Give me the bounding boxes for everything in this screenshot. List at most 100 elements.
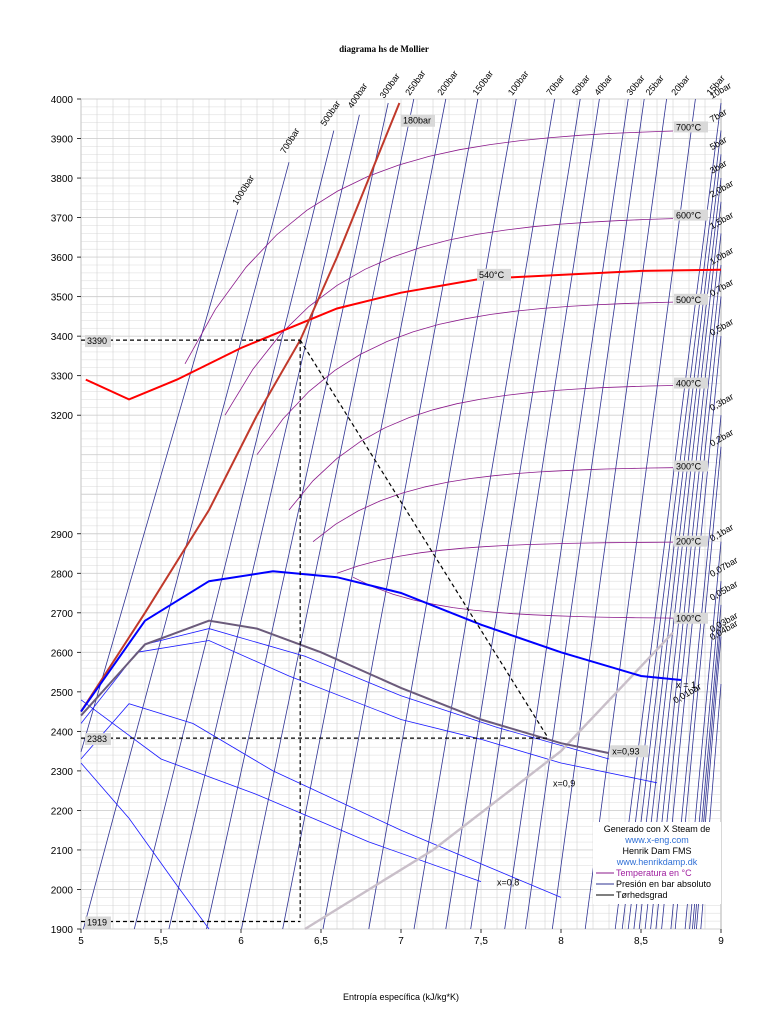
isotherm-label-box bbox=[674, 293, 708, 305]
isotherm-label-box bbox=[674, 121, 708, 133]
grid bbox=[80, 98, 722, 930]
isobar-label: 70bar bbox=[544, 73, 566, 97]
isobar-line bbox=[241, 98, 415, 930]
series-line bbox=[299, 339, 549, 739]
y-tick-label: 2700 bbox=[51, 609, 74, 620]
isotherm-label: 300°C bbox=[676, 462, 702, 472]
y-tick-label: 2100 bbox=[51, 846, 74, 857]
isobar-label: 40bar bbox=[592, 73, 614, 97]
x-tick-label: 9 bbox=[718, 936, 724, 947]
state-label-box bbox=[401, 114, 435, 127]
isotherm-line bbox=[288, 385, 674, 511]
isobar-label: 20bar bbox=[669, 73, 691, 97]
x-tick-label: 7 bbox=[398, 936, 404, 947]
x-tick-label: 6 bbox=[238, 936, 244, 947]
x-tick-label: 5,5 bbox=[154, 936, 168, 947]
series-line bbox=[80, 102, 401, 713]
isotherm-label: 200°C bbox=[676, 537, 702, 547]
quality-line bbox=[80, 762, 210, 930]
isobar-label: 50bar bbox=[570, 73, 592, 97]
isotherm-line bbox=[256, 301, 674, 455]
y-tick-label: 2600 bbox=[51, 648, 74, 659]
isotherm-label-box bbox=[674, 460, 708, 472]
y-tick-label: 1900 bbox=[51, 925, 74, 936]
isobar-line bbox=[322, 98, 479, 930]
y-tick-label: 3700 bbox=[51, 214, 74, 225]
isobar-0-01-highlight bbox=[304, 631, 674, 931]
quality-line bbox=[80, 640, 658, 784]
series-line bbox=[85, 268, 722, 401]
x-tick-label: 7,5 bbox=[474, 936, 488, 947]
h-mark-box bbox=[85, 916, 111, 929]
highlighted-series bbox=[80, 102, 722, 923]
isotherm-line bbox=[352, 576, 674, 619]
isotherm-lines bbox=[184, 130, 674, 619]
x-axis-label: Entropía específica (kJ/kg*K) bbox=[343, 992, 459, 1002]
h-mark-box bbox=[85, 733, 111, 746]
isobar-label: 150bar bbox=[471, 69, 496, 98]
legend-entry: Henrik Dam FMS bbox=[622, 846, 691, 856]
x-tick-label: 6,5 bbox=[314, 936, 328, 947]
isotherm-label-box bbox=[674, 612, 708, 624]
isobar-line bbox=[470, 98, 600, 930]
state-label-box bbox=[477, 268, 511, 281]
h-mark-label: 1919 bbox=[87, 917, 107, 927]
y-tick-label: 3900 bbox=[51, 135, 74, 146]
isobar-line bbox=[168, 114, 360, 930]
legend-entry: www.henrikdamp.dk bbox=[616, 857, 698, 867]
isotherm-line bbox=[224, 218, 674, 416]
y-tick-label: 3500 bbox=[51, 293, 74, 304]
h-mark-box bbox=[85, 335, 111, 348]
isobar-line bbox=[584, 98, 696, 930]
isobar-label: 30bar bbox=[624, 73, 646, 97]
isotherm-label: 100°C bbox=[676, 614, 702, 624]
series-line bbox=[80, 619, 610, 755]
isobar-line bbox=[504, 98, 629, 930]
state-label: 540°C bbox=[479, 270, 505, 280]
quality-label: x=0,8 bbox=[497, 878, 519, 888]
isobar-line bbox=[133, 130, 335, 930]
quality-label: x=0,9 bbox=[553, 779, 575, 789]
isobar-line bbox=[650, 264, 722, 930]
y-tick-label: 3200 bbox=[51, 411, 74, 422]
isobar-line bbox=[621, 130, 722, 930]
y-tick-label: 3400 bbox=[51, 332, 74, 343]
quality-label: x=0,93 bbox=[612, 746, 639, 756]
legend-entry: Presión en bar absoluto bbox=[616, 879, 711, 889]
isotherm-label: 600°C bbox=[676, 211, 702, 221]
quality-label-box bbox=[610, 745, 649, 758]
isobar-line bbox=[368, 98, 517, 930]
h-mark-label: 3390 bbox=[87, 336, 107, 346]
isotherm-line bbox=[312, 467, 674, 543]
isobar-label: 250bar bbox=[403, 68, 427, 97]
chart-title: diagrama hs de Mollier bbox=[339, 44, 429, 54]
isotherm-label-box bbox=[674, 377, 708, 389]
isobar-line bbox=[551, 98, 667, 930]
isotherm-label: 500°C bbox=[676, 295, 702, 305]
quality-line bbox=[80, 699, 482, 882]
isobar-line bbox=[80, 209, 239, 753]
quality-line bbox=[80, 703, 562, 898]
isotherm-line bbox=[336, 541, 674, 574]
isobar-label: 100bar bbox=[506, 69, 531, 97]
isotherm-line bbox=[184, 130, 674, 364]
legend-entry: Temperatura en °C bbox=[616, 868, 692, 878]
axes: 5 5,5 6 6,5 7 7,5 8 8,5 9 1900 2000 2100 2200 2300 240… bbox=[51, 95, 724, 947]
isobar-line bbox=[525, 98, 645, 930]
isobar-line bbox=[206, 102, 389, 930]
y-tick-label: 2500 bbox=[51, 688, 74, 699]
y-tick-label: 2900 bbox=[51, 530, 74, 541]
isotherm-label-box bbox=[674, 209, 708, 221]
y-tick-label: 2200 bbox=[51, 806, 74, 817]
state-label: 180bar bbox=[403, 116, 431, 126]
y-tick-label: 3300 bbox=[51, 372, 74, 383]
h-mark-label: 2383 bbox=[87, 734, 107, 744]
x-tick-label: 8 bbox=[558, 936, 564, 947]
x-tick-label: 5 bbox=[78, 936, 84, 947]
legend: Generado con X Steam dewww.x-eng.comHenr… bbox=[593, 822, 721, 904]
y-tick-label: 4000 bbox=[51, 95, 74, 106]
isotherm-label: 700°C bbox=[676, 122, 702, 132]
legend-entry: www.x-eng.com bbox=[624, 835, 689, 845]
isobar-line bbox=[644, 233, 722, 930]
